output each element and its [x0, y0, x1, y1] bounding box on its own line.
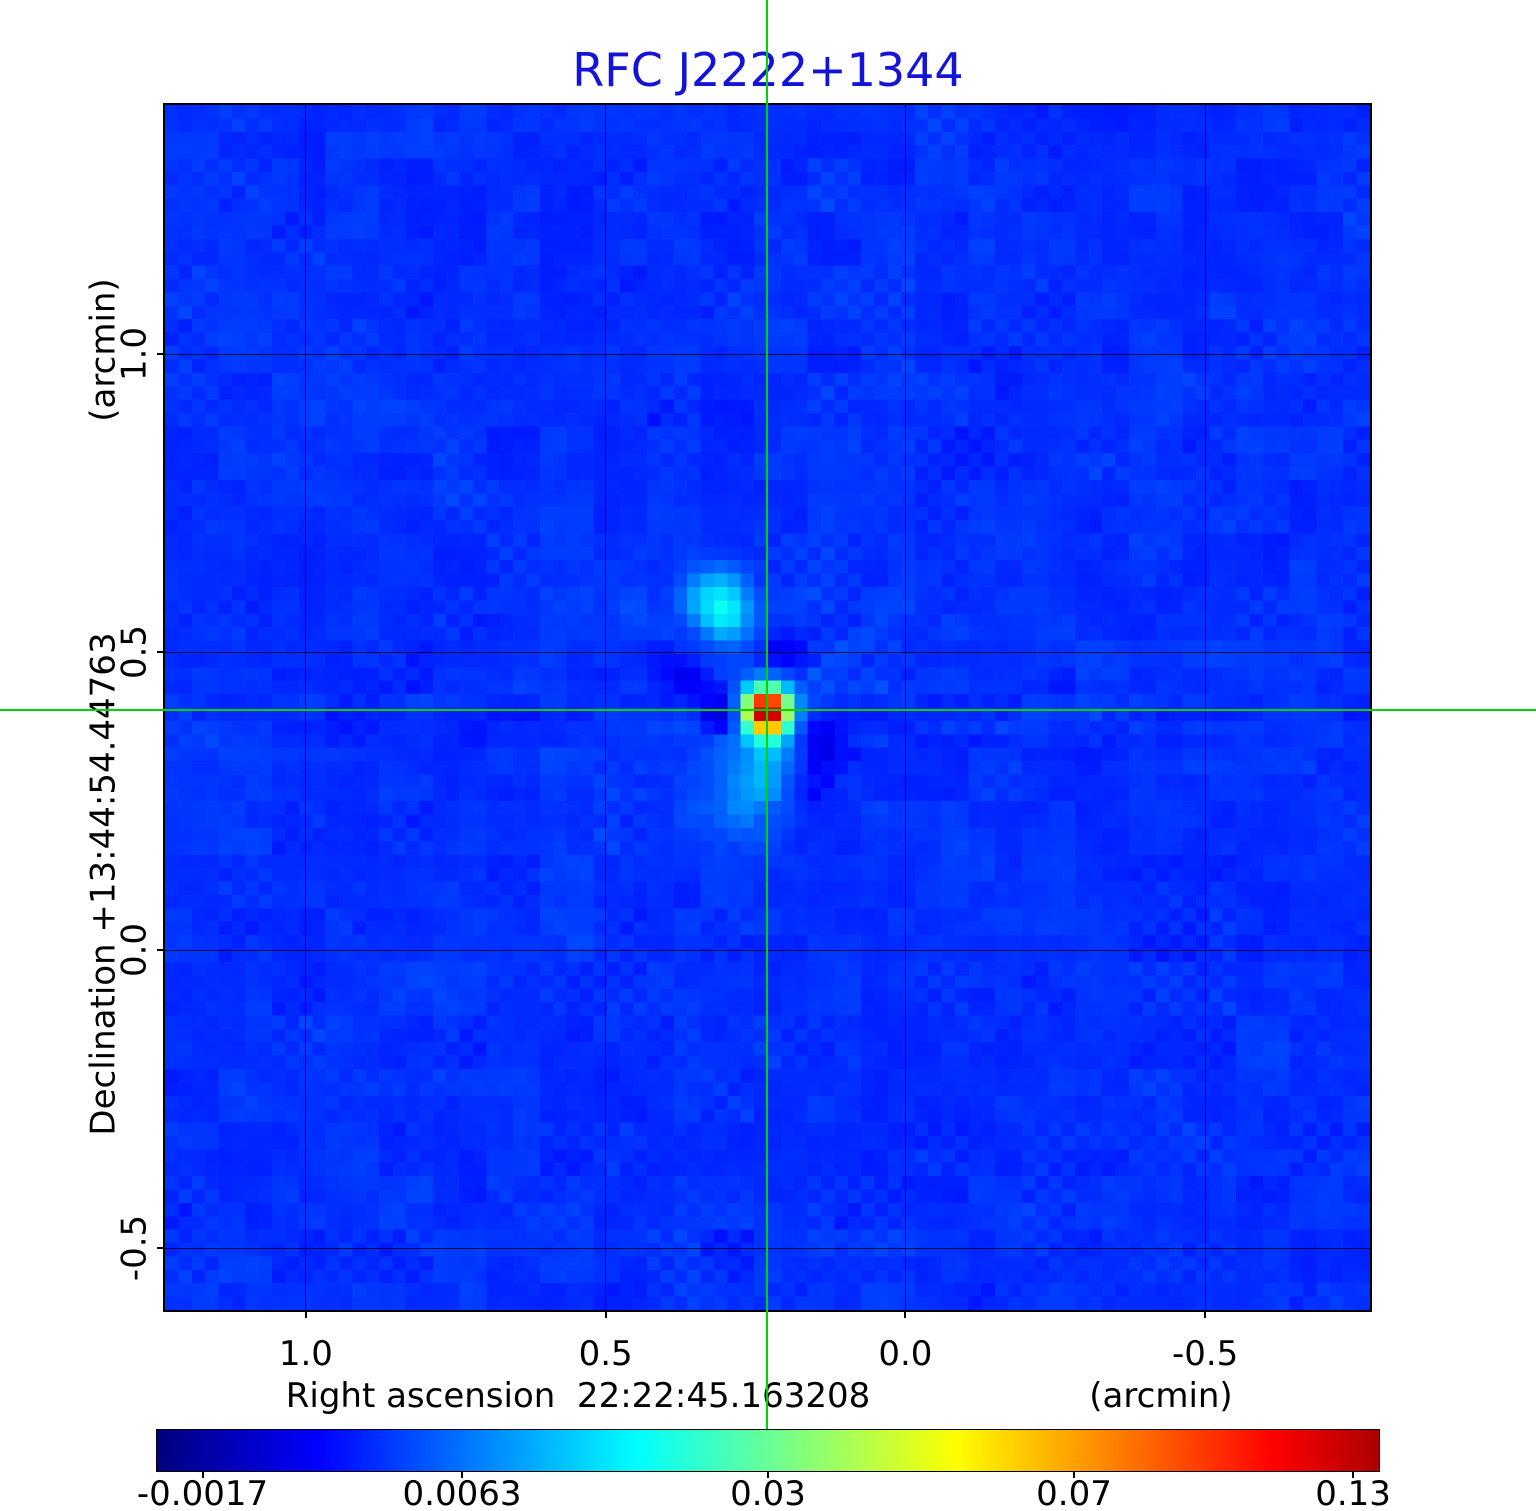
- colorbar: [156, 1429, 1380, 1472]
- y-tick-label: 0.0: [114, 923, 155, 978]
- x-tick-label: 0.0: [878, 1334, 933, 1374]
- crosshair-vertical-line: [765, 0, 768, 1429]
- colorbar-tick-mark: [767, 1472, 769, 1478]
- y-tick-mark: [157, 949, 165, 952]
- x-gridline: [305, 105, 307, 1310]
- colorbar-tick-label: 0.03: [730, 1474, 806, 1511]
- colorbar-tick-mark: [1352, 1472, 1355, 1478]
- y-tick-mark: [157, 353, 165, 356]
- colorbar-tick-label: -0.0017: [136, 1474, 269, 1511]
- x-tick-label: 0.5: [578, 1334, 633, 1374]
- colorbar-tick-label: 0.07: [1036, 1474, 1112, 1511]
- crosshair-horizontal-line: [0, 708, 1536, 711]
- x-tick-label: -0.5: [1171, 1334, 1239, 1374]
- colorbar-tick-mark: [461, 1472, 463, 1478]
- x-gridline: [904, 105, 906, 1310]
- x-axis-label: Right ascension 22:22:45.163208: [285, 1376, 871, 1416]
- x-tick-mark: [304, 1310, 307, 1318]
- x-axis-unit-label: (arcmin): [1089, 1376, 1233, 1416]
- colorbar-tick-label: 0.0063: [402, 1474, 522, 1511]
- y-tick-mark: [157, 1247, 165, 1250]
- colorbar-gradient-canvas: [157, 1430, 1379, 1471]
- x-gridline: [605, 105, 607, 1310]
- y-axis-label: Declination +13:44:54.44763: [83, 632, 124, 1136]
- x-tick-mark: [1204, 1310, 1207, 1318]
- y-tick-label: -0.5: [114, 1214, 155, 1282]
- y-tick-label: 1.0: [114, 327, 155, 382]
- colorbar-tick-mark: [201, 1472, 204, 1478]
- plot-title: RFC J2222+1344: [572, 43, 964, 97]
- x-tick-mark: [604, 1310, 607, 1318]
- colorbar-tick-label: 0.13: [1315, 1474, 1391, 1511]
- x-tick-label: 1.0: [278, 1334, 333, 1374]
- colorbar-tick-mark: [1073, 1472, 1075, 1478]
- x-gridline: [1204, 105, 1206, 1310]
- y-tick-mark: [157, 651, 165, 654]
- x-tick-mark: [904, 1310, 907, 1318]
- y-tick-label: 0.5: [114, 625, 155, 680]
